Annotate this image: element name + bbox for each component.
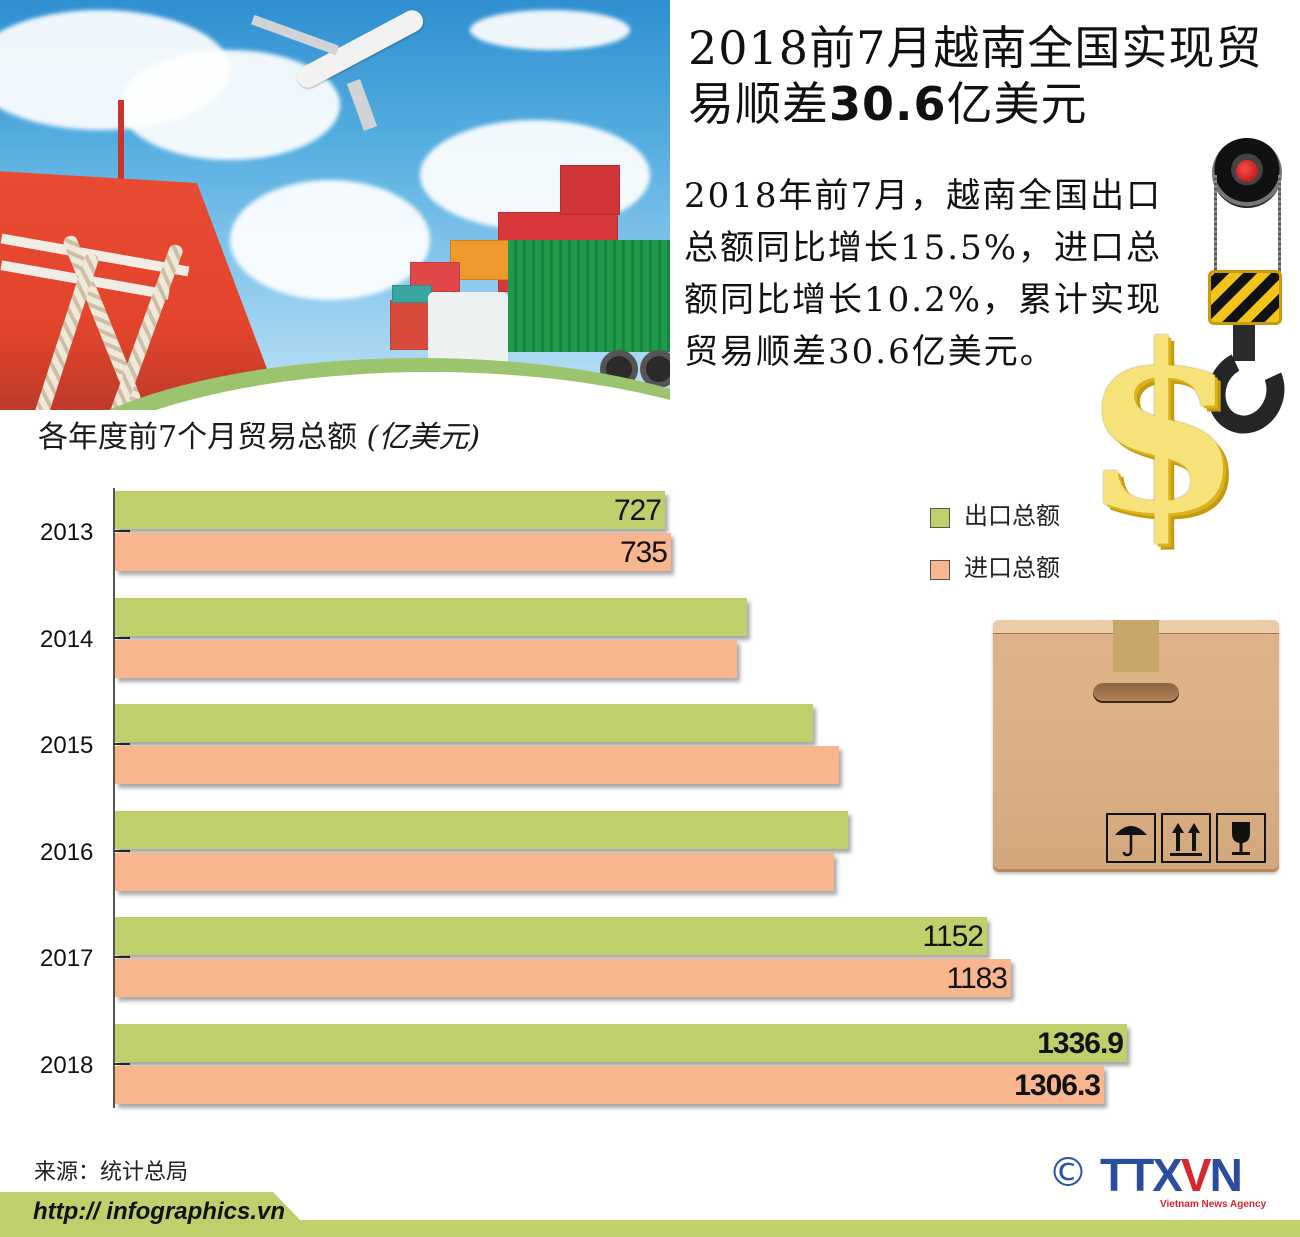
logo-subtitle: Vietnam News Agency bbox=[1160, 1199, 1267, 1210]
import-bar-2017: 1183 bbox=[115, 959, 1011, 997]
crane-cable bbox=[1278, 175, 1281, 275]
export-bar-2016 bbox=[115, 810, 848, 849]
year-label: 2015 bbox=[40, 732, 94, 759]
hero-photo-collage bbox=[0, 0, 670, 410]
fragile-glass-icon bbox=[1216, 813, 1266, 863]
bar-value-label: 735 bbox=[619, 536, 668, 569]
bar-value-label: 1183 bbox=[946, 962, 1008, 995]
data-source: 来源：统计总局 bbox=[34, 1160, 189, 1185]
bar-value-label: 727 bbox=[613, 494, 662, 527]
bar-group-2015: 2015 bbox=[0, 704, 1200, 794]
pulley-center-icon bbox=[1236, 160, 1258, 182]
axis-tick bbox=[114, 956, 130, 958]
title-line-2: 易顺差30.6亿美元 bbox=[688, 77, 1088, 131]
title-line-1: 2018前7月越南全国实现贸 bbox=[688, 21, 1263, 75]
website-link[interactable]: http:// infographics.vn bbox=[33, 1198, 285, 1225]
footer-tab bbox=[0, 1192, 300, 1237]
trade-surplus-value: 30.6 bbox=[829, 77, 947, 131]
import-bar-2016 bbox=[115, 852, 834, 891]
bar-value-label: 1152 bbox=[922, 920, 984, 953]
axis-tick bbox=[114, 1062, 130, 1065]
axis-tick bbox=[114, 636, 130, 639]
axis-tick bbox=[114, 530, 130, 532]
page-title: 2018前7月越南全国实现贸 易顺差30.6亿美元 bbox=[688, 20, 1288, 132]
hook-neck bbox=[1233, 325, 1255, 361]
gold-dollar-sign-icon: $ bbox=[1082, 295, 1243, 565]
chart-title: 各年度前7个月贸易总额 (亿美元) bbox=[38, 420, 481, 455]
export-bar-2013: 727 bbox=[115, 491, 665, 529]
axis-tick bbox=[114, 743, 130, 745]
bar-group-2017: 2017 1152 1183 bbox=[0, 917, 1200, 1007]
export-bar-2014 bbox=[115, 597, 747, 636]
ship-mast bbox=[118, 100, 124, 190]
import-bar-2014 bbox=[115, 639, 737, 678]
bar-group-2016: 2016 bbox=[0, 810, 1200, 901]
copyright-icon: © bbox=[1048, 1150, 1088, 1196]
y-axis-line bbox=[113, 488, 115, 1108]
trade-bar-chart: 2013 727 735 2014 2015 2016 2017 1152 1183 2018 13… bbox=[0, 480, 1200, 1120]
export-bar-2018: 1336.9 bbox=[115, 1023, 1127, 1062]
year-label: 2017 bbox=[40, 945, 94, 972]
crane-cable bbox=[1214, 175, 1217, 275]
chart-unit: (亿美元) bbox=[366, 420, 481, 455]
year-label: 2013 bbox=[40, 519, 94, 546]
bar-value-label: 1336.9 bbox=[1037, 1026, 1124, 1060]
umbrella-keep-dry-icon bbox=[1106, 813, 1156, 863]
hook-block-icon bbox=[1208, 270, 1282, 325]
import-bar-2018: 1306.3 bbox=[115, 1065, 1104, 1104]
year-label: 2016 bbox=[40, 838, 94, 866]
bar-group-2018: 2018 1336.9 1306.3 bbox=[0, 1023, 1200, 1114]
ttxvn-logo: TTXVN bbox=[1100, 1149, 1243, 1201]
box-tape bbox=[1113, 620, 1159, 672]
legend-swatch-import bbox=[930, 560, 950, 580]
bar-group-2013: 2013 727 735 bbox=[0, 491, 1200, 581]
box-handle bbox=[1093, 683, 1179, 703]
bar-value-label: 1306.3 bbox=[1014, 1068, 1101, 1102]
year-label: 2014 bbox=[40, 625, 94, 653]
green-shipping-container bbox=[508, 240, 670, 352]
import-bar-2015 bbox=[115, 746, 839, 784]
legend-swatch-export bbox=[930, 508, 950, 528]
axis-tick bbox=[114, 849, 130, 852]
this-way-up-arrows-icon bbox=[1161, 813, 1211, 863]
truck-cab bbox=[428, 292, 508, 362]
export-bar-2017: 1152 bbox=[115, 917, 987, 955]
year-label: 2018 bbox=[40, 1051, 94, 1079]
bar-group-2014: 2014 bbox=[0, 597, 1200, 688]
export-bar-2015 bbox=[115, 704, 813, 742]
import-bar-2013: 735 bbox=[115, 533, 671, 571]
summary-text: 2018年前7月，越南全国出口总额同比增长15.5%，进口总额同比增长10.2%… bbox=[684, 176, 1163, 372]
footer-band bbox=[0, 1220, 1300, 1237]
